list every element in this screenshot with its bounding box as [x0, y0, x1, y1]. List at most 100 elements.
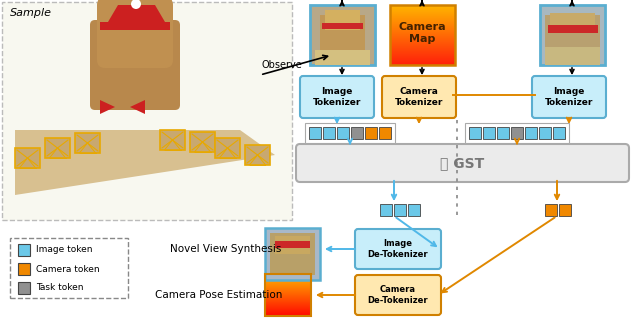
Bar — [390, 12, 455, 13]
Bar — [390, 6, 455, 7]
Bar — [390, 26, 455, 27]
Circle shape — [131, 0, 141, 9]
Bar — [390, 48, 455, 49]
Bar — [408, 204, 420, 216]
Polygon shape — [100, 100, 115, 114]
Bar — [511, 127, 523, 139]
Bar — [215, 138, 240, 158]
Bar — [265, 294, 311, 295]
Bar — [15, 148, 40, 168]
Bar — [390, 62, 455, 63]
Text: Camera
Tokenizer: Camera Tokenizer — [395, 87, 443, 107]
Text: Camera
De-Tokenizer: Camera De-Tokenizer — [368, 285, 428, 305]
Bar — [390, 8, 455, 9]
Bar — [265, 312, 311, 313]
Bar — [265, 228, 320, 280]
Text: Novel View Synthesis: Novel View Synthesis — [170, 244, 282, 254]
Bar — [265, 276, 311, 277]
FancyBboxPatch shape — [382, 76, 456, 118]
FancyBboxPatch shape — [97, 0, 173, 68]
FancyBboxPatch shape — [532, 76, 606, 118]
Bar — [265, 283, 311, 284]
Bar — [390, 50, 455, 51]
Bar — [550, 13, 595, 33]
Bar — [545, 204, 557, 216]
Bar — [380, 204, 392, 216]
Text: Task token: Task token — [36, 284, 83, 293]
Bar — [390, 42, 455, 43]
Bar — [275, 241, 310, 248]
Bar — [390, 63, 455, 64]
Bar — [390, 39, 455, 40]
Bar — [394, 204, 406, 216]
Bar — [265, 301, 311, 302]
Bar — [325, 10, 360, 30]
Bar — [265, 284, 311, 285]
Bar — [390, 21, 455, 22]
Bar — [265, 275, 311, 276]
Bar — [320, 15, 365, 55]
Bar — [390, 61, 455, 62]
Bar — [390, 49, 455, 50]
Bar — [390, 60, 455, 61]
FancyBboxPatch shape — [10, 238, 128, 298]
Bar — [320, 30, 365, 55]
Bar — [265, 285, 311, 286]
Bar — [265, 279, 311, 280]
Bar — [190, 132, 215, 152]
Bar — [265, 307, 311, 308]
Bar — [548, 25, 598, 33]
Bar — [390, 10, 455, 11]
Bar — [390, 14, 455, 15]
Bar — [525, 127, 537, 139]
Bar — [265, 293, 311, 294]
Text: Image
De-Tokenizer: Image De-Tokenizer — [368, 239, 428, 259]
Bar — [390, 41, 455, 42]
Bar — [390, 27, 455, 28]
Bar — [390, 13, 455, 14]
Bar — [160, 130, 185, 150]
Bar — [265, 305, 311, 306]
Bar — [390, 44, 455, 45]
Polygon shape — [130, 100, 145, 114]
Text: Camera token: Camera token — [36, 265, 100, 274]
Bar — [265, 288, 311, 289]
FancyBboxPatch shape — [2, 2, 292, 220]
Bar — [265, 286, 311, 287]
Bar — [265, 300, 311, 301]
Text: Image token: Image token — [36, 245, 93, 255]
Bar — [390, 56, 455, 57]
Bar — [309, 127, 321, 139]
Bar — [390, 17, 455, 18]
Bar — [390, 23, 455, 24]
Bar — [270, 233, 315, 275]
Bar — [390, 55, 455, 56]
Bar — [497, 127, 509, 139]
Bar — [265, 304, 311, 305]
Bar — [265, 280, 311, 281]
Bar — [245, 145, 270, 165]
Bar — [265, 281, 311, 282]
FancyBboxPatch shape — [355, 229, 441, 269]
Bar — [390, 24, 455, 25]
Bar — [18, 282, 30, 294]
Bar — [379, 127, 391, 139]
Polygon shape — [15, 130, 275, 195]
Bar — [265, 299, 311, 300]
Bar — [265, 291, 311, 292]
Bar — [265, 282, 311, 283]
Bar — [18, 263, 30, 275]
Bar — [390, 51, 455, 52]
Bar — [390, 7, 455, 8]
Bar — [390, 54, 455, 55]
FancyBboxPatch shape — [296, 144, 629, 182]
Bar — [390, 36, 455, 37]
Bar — [75, 133, 100, 153]
Bar — [390, 52, 455, 53]
Bar — [265, 308, 311, 309]
FancyBboxPatch shape — [90, 20, 180, 110]
Bar — [539, 127, 551, 139]
Bar — [265, 309, 311, 310]
Bar — [390, 28, 455, 29]
Bar — [469, 127, 481, 139]
